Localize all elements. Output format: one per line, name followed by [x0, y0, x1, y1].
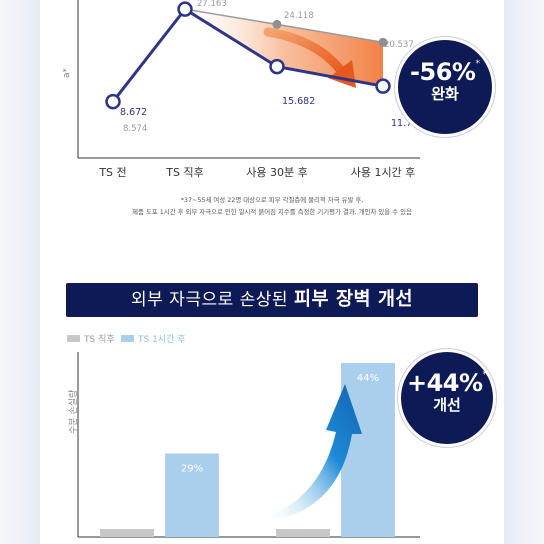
legend-label-one-hour: TS 1시간 후: [138, 335, 186, 345]
reduction-badge-percent: -56%: [410, 58, 476, 86]
control-point-2: [272, 19, 282, 29]
reduction-badge-label: 완화: [431, 85, 459, 103]
x-tick-label-0: TS 전: [98, 166, 126, 179]
barrier-title-part1: 외부 자극으로 손상된: [131, 290, 294, 310]
bar-one-hour-label-1: 44%: [357, 373, 379, 384]
control-value-label-0: 8.574: [123, 124, 147, 134]
legend-swatch-gray: [67, 335, 80, 342]
barrier-section-title: 외부 자극으로 손상된 피부 장벽 개선: [66, 283, 478, 317]
reduction-badge-asterisk: *: [475, 59, 480, 69]
legend-swatch-blue: [121, 335, 134, 342]
legend-item-one-hour: TS 1시간 후: [121, 332, 186, 345]
improvement-badge-asterisk: *: [482, 370, 488, 380]
product-point-1: [177, 1, 193, 17]
bar-ts-after-0: [100, 529, 154, 537]
control-value-label-2: 24.118: [284, 11, 314, 21]
product-value-label-3: 11.767: [391, 118, 424, 129]
decrease-arrow-shaft: [263, 27, 347, 77]
footnote-line-1: *37~55세 여성 22명 대상으로 피부 각질층에 물리적 자극 유발 후,: [180, 196, 364, 204]
bar-one-hour-label-0: 29%: [181, 463, 203, 474]
control-value-label-1: 27.163: [197, 0, 227, 9]
redness-line-chart: 8.672 15.682 11.767 8.574 27.163 24.118 20.537…: [77, 0, 424, 179]
improvement-badge-percent: +44%: [406, 369, 483, 397]
control-point-3: [378, 37, 388, 47]
series-line-product: [111, 7, 384, 103]
bar-ts-after-1: [276, 529, 330, 537]
product-value-label-2: 15.682: [282, 96, 315, 107]
barrier-title-part2: 피부 장벽 개선: [293, 289, 413, 310]
legend-label-ts-after: TS 직후: [84, 335, 115, 345]
x-tick-label-2: 사용 30분 후: [246, 166, 307, 179]
reduction-badge: -56%* 완화: [398, 40, 492, 134]
bar-one-hour-0: [165, 453, 219, 537]
legend-item-ts-after: TS 직후: [67, 332, 115, 345]
footnote-line-2: 제품 도포 1시간 후 외부 자극으로 인한 일시적 붉어짐 지수를 측정한 기…: [132, 208, 412, 216]
product-value-label-0: 8.672: [120, 107, 147, 118]
increase-arrow: [262, 384, 362, 522]
product-point-3: [375, 78, 391, 94]
bar-one-hour-1: [341, 363, 395, 537]
product-point-0: [105, 93, 121, 110]
product-point-2: [269, 58, 285, 75]
control-value-label-3: 20.537: [384, 40, 414, 50]
x-tick-label-3: 사용 1시간 후: [351, 166, 416, 179]
improvement-badge: +44%* 개선: [401, 352, 493, 444]
improvement-badge-label: 개선: [433, 396, 461, 414]
x-tick-label-1: TS 직후: [165, 166, 203, 179]
